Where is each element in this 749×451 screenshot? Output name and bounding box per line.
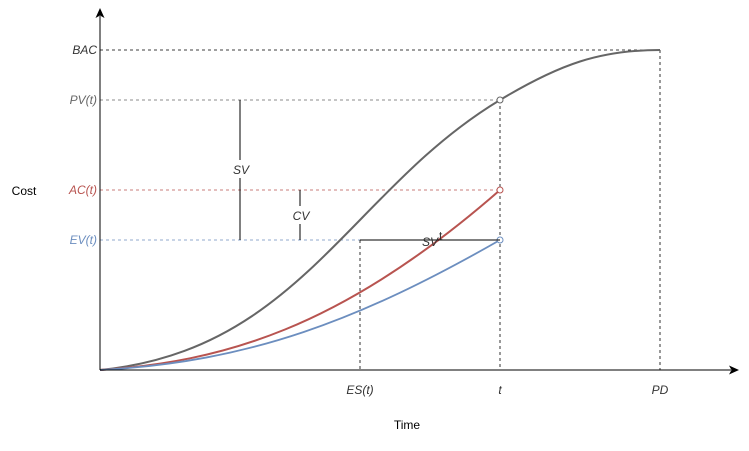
- es-label: ES(t): [346, 383, 373, 397]
- sv-cost-label: SV: [233, 163, 250, 177]
- pv-label: PV(t): [70, 93, 97, 107]
- ac-point-marker: [496, 186, 504, 194]
- pv-point-marker: [496, 96, 504, 104]
- ev-label: EV(t): [70, 233, 97, 247]
- cv-label-bg: [289, 206, 313, 224]
- ev-curve: [99, 239, 501, 371]
- pv-curve: [99, 49, 661, 371]
- sv-cost-label-bg: [229, 160, 251, 178]
- ac-label: AC(t): [68, 183, 97, 197]
- pd-label: PD: [652, 383, 669, 397]
- t-label: t: [498, 383, 502, 397]
- sv-time-label: SV: [422, 235, 439, 249]
- bac-label: BAC: [72, 43, 97, 57]
- cv-label: CV: [293, 209, 311, 223]
- x-axis-arrowhead: [729, 365, 739, 375]
- sv-time-subscript: t: [439, 229, 443, 243]
- y-axis-title: Cost: [12, 184, 37, 198]
- y-axis-arrowhead: [95, 8, 105, 18]
- x-axis-title: Time: [394, 418, 421, 432]
